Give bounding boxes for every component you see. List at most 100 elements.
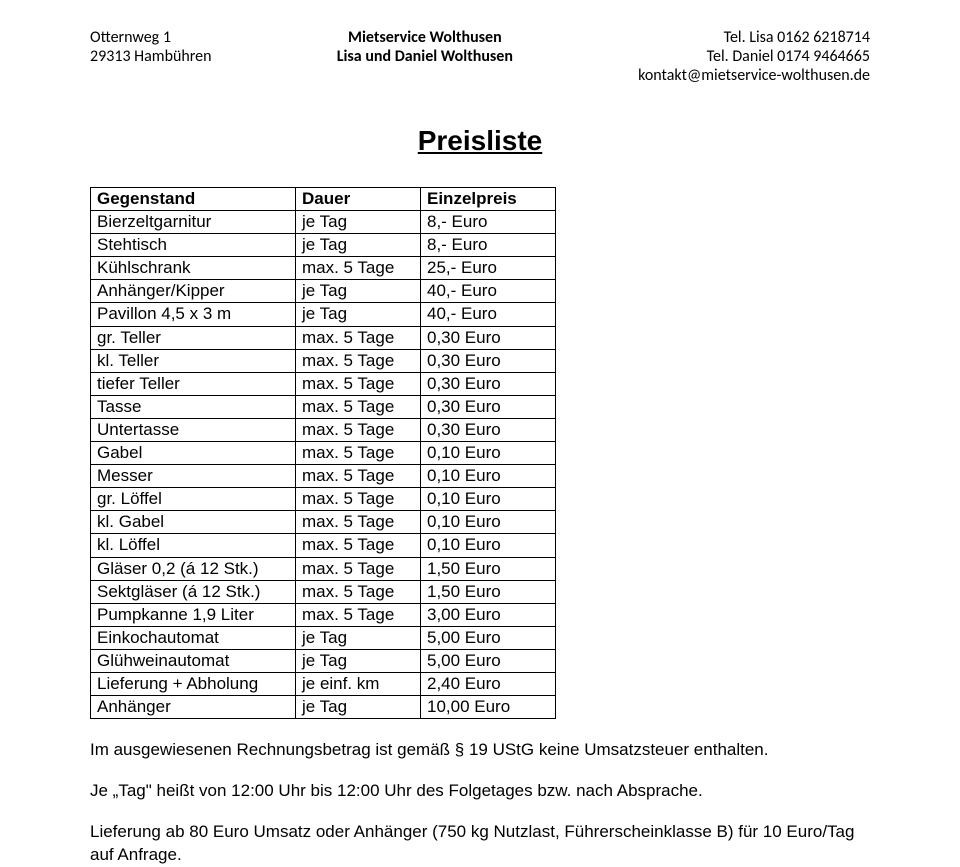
table-cell: Sektgläser (á 12 Stk.) (91, 580, 296, 603)
table-row: Messermax. 5 Tage0,10 Euro (91, 465, 556, 488)
table-cell: max. 5 Tage (296, 603, 421, 626)
table-cell: Stehtisch (91, 234, 296, 257)
table-cell: 2,40 Euro (421, 672, 556, 695)
header-address: Otternweg 1 29313 Hambühren (90, 28, 212, 85)
table-cell: 0,10 Euro (421, 488, 556, 511)
company-owners: Lisa und Daniel Wolthusen (337, 47, 513, 66)
table-cell: Kühlschrank (91, 257, 296, 280)
table-cell: max. 5 Tage (296, 395, 421, 418)
table-cell: max. 5 Tage (296, 465, 421, 488)
table-cell: gr. Löffel (91, 488, 296, 511)
table-cell: Anhänger/Kipper (91, 280, 296, 303)
table-cell: 40,- Euro (421, 280, 556, 303)
table-row: kl. Löffelmax. 5 Tage0,10 Euro (91, 534, 556, 557)
table-cell: max. 5 Tage (296, 418, 421, 441)
table-cell: 5,00 Euro (421, 626, 556, 649)
table-row: Sektgläser (á 12 Stk.)max. 5 Tage1,50 Eu… (91, 580, 556, 603)
col-header-item: Gegenstand (91, 188, 296, 211)
table-cell: 8,- Euro (421, 211, 556, 234)
table-cell: Pumpkanne 1,9 Liter (91, 603, 296, 626)
table-cell: kl. Gabel (91, 511, 296, 534)
price-table: Gegenstand Dauer Einzelpreis Bierzeltgar… (90, 187, 556, 719)
table-cell: Tasse (91, 395, 296, 418)
table-cell: tiefer Teller (91, 372, 296, 395)
table-row: Stehtischje Tag8,- Euro (91, 234, 556, 257)
table-cell: Gabel (91, 442, 296, 465)
table-cell: 0,30 Euro (421, 372, 556, 395)
header-contact: Tel. Lisa 0162 6218714 Tel. Daniel 0174 … (638, 28, 870, 85)
table-cell: max. 5 Tage (296, 511, 421, 534)
table-cell: kl. Teller (91, 349, 296, 372)
table-cell: max. 5 Tage (296, 349, 421, 372)
table-row: Lieferung + Abholungje einf. km2,40 Euro (91, 672, 556, 695)
table-cell: 1,50 Euro (421, 580, 556, 603)
table-cell: je Tag (296, 280, 421, 303)
table-row: Gabelmax. 5 Tage0,10 Euro (91, 442, 556, 465)
table-cell: Gläser 0,2 (á 12 Stk.) (91, 557, 296, 580)
col-header-price: Einzelpreis (421, 188, 556, 211)
table-cell: je Tag (296, 211, 421, 234)
table-cell: Glühweinautomat (91, 649, 296, 672)
table-row: gr. Löffelmax. 5 Tage0,10 Euro (91, 488, 556, 511)
company-name: Mietservice Wolthusen (337, 28, 513, 47)
table-cell: 3,00 Euro (421, 603, 556, 626)
notes-section: Im ausgewiesenen Rechnungsbetrag ist gem… (90, 739, 870, 867)
table-cell: 0,30 Euro (421, 395, 556, 418)
table-cell: je Tag (296, 303, 421, 326)
table-row: Gläser 0,2 (á 12 Stk.)max. 5 Tage1,50 Eu… (91, 557, 556, 580)
table-cell: max. 5 Tage (296, 488, 421, 511)
table-row: Untertassemax. 5 Tage0,30 Euro (91, 418, 556, 441)
table-cell: 0,10 Euro (421, 534, 556, 557)
table-header-row: Gegenstand Dauer Einzelpreis (91, 188, 556, 211)
email: kontakt@mietservice-wolthusen.de (638, 66, 870, 85)
table-row: Tassemax. 5 Tage0,30 Euro (91, 395, 556, 418)
table-cell: 0,10 Euro (421, 442, 556, 465)
table-cell: Einkochautomat (91, 626, 296, 649)
header-company: Mietservice Wolthusen Lisa und Daniel Wo… (337, 28, 513, 85)
table-row: tiefer Tellermax. 5 Tage0,30 Euro (91, 372, 556, 395)
table-cell: je Tag (296, 696, 421, 719)
table-row: Bierzeltgarniturje Tag8,- Euro (91, 211, 556, 234)
table-row: Einkochautomatje Tag5,00 Euro (91, 626, 556, 649)
table-cell: Lieferung + Abholung (91, 672, 296, 695)
table-cell: 1,50 Euro (421, 557, 556, 580)
address-line2: 29313 Hambühren (90, 47, 212, 66)
table-row: kl. Tellermax. 5 Tage0,30 Euro (91, 349, 556, 372)
table-row: Anhänger/Kipperje Tag40,- Euro (91, 280, 556, 303)
table-cell: gr. Teller (91, 326, 296, 349)
table-cell: max. 5 Tage (296, 372, 421, 395)
table-cell: max. 5 Tage (296, 557, 421, 580)
phone-daniel: Tel. Daniel 0174 9464665 (638, 47, 870, 66)
table-row: Glühweinautomatje Tag5,00 Euro (91, 649, 556, 672)
table-cell: max. 5 Tage (296, 257, 421, 280)
page-title: Preisliste (90, 125, 870, 157)
table-cell: 8,- Euro (421, 234, 556, 257)
table-cell: kl. Löffel (91, 534, 296, 557)
table-cell: je Tag (296, 626, 421, 649)
table-cell: Messer (91, 465, 296, 488)
table-row: Kühlschrankmax. 5 Tage25,- Euro (91, 257, 556, 280)
table-cell: je einf. km (296, 672, 421, 695)
note-day-definition: Je „Tag" heißt von 12:00 Uhr bis 12:00 U… (90, 780, 870, 803)
table-cell: je Tag (296, 234, 421, 257)
address-line1: Otternweg 1 (90, 28, 212, 47)
table-cell: max. 5 Tage (296, 580, 421, 603)
table-cell: 0,30 Euro (421, 326, 556, 349)
table-cell: max. 5 Tage (296, 442, 421, 465)
table-cell: Pavillon 4,5 x 3 m (91, 303, 296, 326)
table-row: Anhängerje Tag10,00 Euro (91, 696, 556, 719)
table-cell: Untertasse (91, 418, 296, 441)
note-tax: Im ausgewiesenen Rechnungsbetrag ist gem… (90, 739, 870, 762)
table-cell: 0,10 Euro (421, 465, 556, 488)
table-cell: 0,10 Euro (421, 511, 556, 534)
document-header: Otternweg 1 29313 Hambühren Mietservice … (90, 28, 870, 85)
table-cell: Anhänger (91, 696, 296, 719)
note-delivery: Lieferung ab 80 Euro Umsatz oder Anhänge… (90, 821, 870, 867)
table-cell: 0,30 Euro (421, 418, 556, 441)
table-cell: 0,30 Euro (421, 349, 556, 372)
table-row: gr. Tellermax. 5 Tage0,30 Euro (91, 326, 556, 349)
table-cell: 25,- Euro (421, 257, 556, 280)
table-row: Pumpkanne 1,9 Litermax. 5 Tage3,00 Euro (91, 603, 556, 626)
table-cell: Bierzeltgarnitur (91, 211, 296, 234)
table-cell: 5,00 Euro (421, 649, 556, 672)
